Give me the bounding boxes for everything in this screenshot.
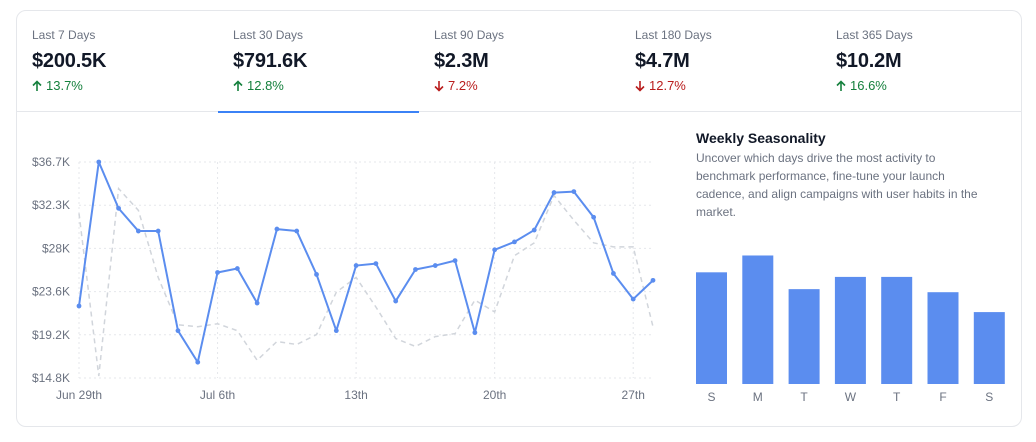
data-point: [512, 239, 517, 245]
tab-value: $2.3M: [434, 50, 489, 72]
data-point: [234, 266, 240, 271]
data-point: [373, 261, 379, 266]
bar: [927, 292, 959, 384]
tab-value: $200.5K: [32, 50, 107, 72]
tab-label: Last 180 Days: [635, 28, 712, 42]
revenue-line-chart: $14.8K $19.2K $23.6K $28K $32.3K $36.7K Jun 29…: [32, 155, 656, 402]
tab-delta: 7.2%: [434, 78, 620, 94]
period-tabs: Last 7 Days $200.5K 13.7% Last 30 Days $…: [17, 11, 1021, 113]
tab-label: Last 7 Days: [32, 28, 96, 42]
data-point: [472, 330, 478, 336]
data-point: [116, 205, 121, 211]
y-tick-label: $36.7K: [32, 155, 70, 169]
x-tick-label: Jul 6th: [200, 388, 235, 402]
seasonality-description: Uncover which days drive the most activi…: [696, 151, 978, 219]
data-point: [531, 227, 537, 233]
arrow-down-icon: [434, 81, 444, 92]
x-tick-label: 20th: [483, 388, 506, 402]
data-point: [195, 359, 201, 365]
y-tick-label: $19.2K: [32, 328, 70, 342]
tab-delta: 16.6%: [836, 78, 1021, 94]
tab-last-30-days[interactable]: Last 30 Days $791.6K 12.8%: [218, 11, 419, 113]
tab-last-365-days[interactable]: Last 365 Days $10.2M 16.6%: [821, 11, 1021, 112]
bar-category-label: M: [753, 390, 763, 404]
arrow-up-icon: [32, 80, 42, 91]
tab-value: $10.2M: [836, 50, 902, 72]
data-point: [215, 270, 220, 275]
bar: [788, 289, 820, 384]
tab-label: Last 90 Days: [434, 28, 505, 42]
tab-delta-value: 12.7%: [649, 78, 686, 93]
data-point: [413, 267, 418, 272]
bar: [973, 312, 1005, 384]
tab-last-180-days[interactable]: Last 180 Days $4.7M 12.7%: [620, 11, 821, 112]
data-point: [492, 247, 498, 253]
tab-delta-value: 12.8%: [247, 78, 284, 93]
data-point: [551, 190, 557, 195]
data-point: [254, 300, 260, 306]
x-tick-label: Jun 29th: [56, 388, 102, 402]
data-point: [155, 228, 161, 234]
data-point: [96, 159, 102, 165]
tab-delta-value: 13.7%: [46, 78, 83, 93]
data-point: [432, 263, 438, 268]
tab-delta: 12.7%: [635, 78, 821, 94]
previous-period-line: [78, 186, 654, 377]
seasonality-title: Weekly Seasonality: [696, 130, 826, 146]
data-point: [314, 272, 319, 277]
arrow-up-icon: [233, 80, 243, 91]
data-point: [591, 214, 597, 220]
data-point: [333, 328, 339, 334]
x-tick-label: 27th: [622, 388, 645, 402]
tab-value: $791.6K: [233, 50, 308, 72]
data-point: [135, 228, 141, 234]
tab-delta-value: 7.2%: [448, 78, 478, 93]
bar: [696, 272, 727, 384]
data-point: [294, 228, 300, 234]
tab-label: Last 365 Days: [836, 28, 913, 42]
tab-delta-value: 16.6%: [850, 78, 887, 93]
y-tick-label: $28K: [42, 241, 70, 255]
bar: [742, 255, 774, 384]
data-point: [571, 189, 577, 194]
bar-category-label: F: [939, 390, 946, 404]
arrow-down-icon: [635, 81, 645, 92]
y-tick-label: $23.6K: [32, 285, 70, 299]
data-point: [76, 303, 82, 309]
arrow-up-icon: [836, 80, 846, 91]
tab-last-90-days[interactable]: Last 90 Days $2.3M 7.2%: [419, 11, 620, 112]
bar-category-label: W: [845, 390, 857, 404]
data-point: [175, 328, 181, 334]
bar: [881, 276, 913, 384]
data-point: [353, 263, 359, 268]
tab-last-7-days[interactable]: Last 7 Days $200.5K 13.7%: [17, 11, 218, 112]
data-point: [630, 296, 636, 302]
y-tick-label: $14.8K: [32, 371, 70, 385]
bar-category-label: T: [893, 390, 901, 404]
seasonality-panel: Weekly Seasonality Uncover which days dr…: [696, 129, 1006, 221]
data-point: [650, 277, 656, 283]
tab-value: $4.7M: [635, 50, 690, 72]
data-point: [274, 226, 280, 232]
bar-category-label: T: [800, 390, 808, 404]
data-point: [611, 271, 616, 276]
current-period-line: [78, 161, 654, 364]
data-point: [452, 258, 458, 264]
bar-category-label: S: [707, 390, 715, 404]
tab-label: Last 30 Days: [233, 28, 304, 42]
bar: [834, 276, 866, 384]
tab-delta: 12.8%: [233, 78, 419, 94]
tab-delta: 13.7%: [32, 78, 218, 94]
revenue-card: Last 7 Days $200.5K 13.7% Last 30 Days $…: [16, 10, 1022, 427]
bar-category-label: S: [985, 390, 993, 404]
y-tick-label: $32.3K: [32, 198, 70, 212]
x-tick-label: 13th: [344, 388, 367, 402]
data-point: [393, 298, 399, 304]
